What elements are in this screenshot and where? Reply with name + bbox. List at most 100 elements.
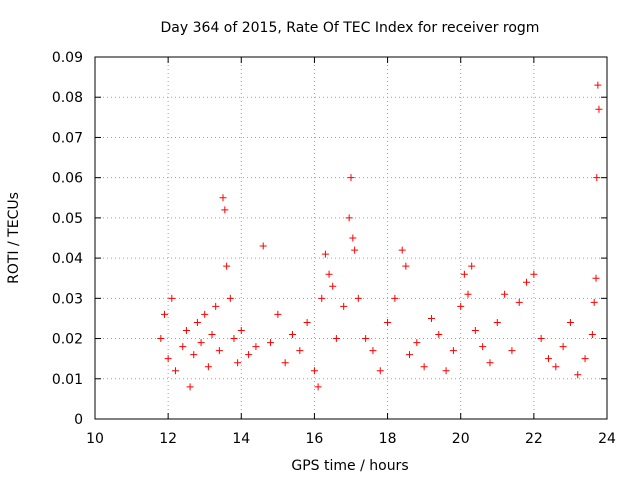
data-point (267, 339, 275, 347)
y-tick-label: 0.01 (52, 372, 83, 388)
data-point (479, 343, 487, 351)
data-point (310, 367, 318, 375)
data-point (168, 294, 176, 302)
data-point (193, 318, 201, 326)
data-point (468, 262, 476, 270)
x-tick-label: 22 (525, 431, 543, 447)
data-point (523, 278, 531, 286)
data-point (362, 335, 370, 343)
data-point (402, 262, 410, 270)
data-point (329, 282, 337, 290)
x-axis-label: GPS time / hours (291, 458, 408, 474)
plot-frame (94, 56, 608, 420)
data-point (391, 294, 399, 302)
data-point (406, 351, 414, 359)
data-point (420, 363, 428, 371)
data-point (590, 298, 598, 306)
data-points (157, 81, 603, 391)
x-tick-label: 14 (232, 431, 250, 447)
data-point (237, 327, 245, 335)
data-point (457, 302, 465, 310)
y-tick-label: 0.03 (52, 291, 83, 307)
chart-title: Day 364 of 2015, Rate Of TEC Index for r… (161, 20, 540, 36)
data-point (471, 327, 479, 335)
data-point (179, 343, 187, 351)
data-point (186, 383, 194, 391)
x-tick-label: 18 (379, 431, 397, 447)
data-point (501, 290, 509, 298)
data-point (274, 310, 282, 318)
data-point (245, 351, 253, 359)
data-point (594, 81, 602, 89)
data-point (190, 351, 198, 359)
x-tick-label: 10 (86, 431, 104, 447)
data-point (325, 270, 333, 278)
data-point (234, 359, 242, 367)
data-point (530, 270, 538, 278)
data-point (559, 343, 567, 351)
data-point (252, 343, 260, 351)
data-point (303, 318, 311, 326)
data-point (349, 234, 357, 242)
y-tick-label: 0.08 (52, 90, 83, 106)
data-point (427, 314, 435, 322)
data-point (160, 310, 168, 318)
data-point (171, 367, 179, 375)
data-point (574, 371, 582, 379)
data-point (592, 274, 600, 282)
data-point (544, 355, 552, 363)
data-point (354, 294, 362, 302)
data-point (215, 347, 223, 355)
y-tick-label: 0.06 (52, 171, 83, 187)
x-tick-label: 16 (306, 431, 324, 447)
data-point (321, 250, 329, 258)
data-point (464, 290, 472, 298)
data-point (537, 335, 545, 343)
y-tick-label: 0.05 (52, 211, 83, 227)
data-point (398, 246, 406, 254)
y-tick-label: 0.04 (52, 251, 83, 267)
x-tick-label: 24 (598, 431, 616, 447)
data-point (508, 347, 516, 355)
data-point (566, 318, 574, 326)
data-point (347, 174, 355, 182)
data-point (413, 339, 421, 347)
data-point (460, 270, 468, 278)
data-point (493, 318, 501, 326)
data-point (435, 331, 443, 339)
data-point (581, 355, 589, 363)
data-point (369, 347, 377, 355)
data-point (593, 174, 601, 182)
data-point (318, 294, 326, 302)
data-point (281, 359, 289, 367)
x-tick-labels: 10 12 14 16 18 20 22 24 (86, 431, 616, 447)
data-point (288, 331, 296, 339)
data-point (340, 302, 348, 310)
data-point (588, 331, 596, 339)
data-point (449, 347, 457, 355)
data-point (345, 214, 353, 222)
data-point (219, 194, 227, 202)
y-tick-label: 0.02 (52, 332, 83, 348)
data-point (212, 302, 220, 310)
data-point (197, 339, 205, 347)
data-point (226, 294, 234, 302)
x-tick-label: 12 (159, 431, 177, 447)
data-point (157, 335, 165, 343)
data-point (314, 383, 322, 391)
data-point (208, 331, 216, 339)
data-point (221, 206, 229, 214)
data-point (201, 310, 209, 318)
y-tick-label: 0.07 (52, 130, 83, 146)
data-point (230, 335, 238, 343)
data-point (223, 262, 231, 270)
data-point (515, 298, 523, 306)
data-point (351, 246, 359, 254)
x-tick-label: 20 (452, 431, 470, 447)
data-point (376, 367, 384, 375)
data-point (442, 367, 450, 375)
y-axis-label: ROTI / TECUs (6, 192, 22, 284)
data-point (384, 318, 392, 326)
data-point (204, 363, 212, 371)
